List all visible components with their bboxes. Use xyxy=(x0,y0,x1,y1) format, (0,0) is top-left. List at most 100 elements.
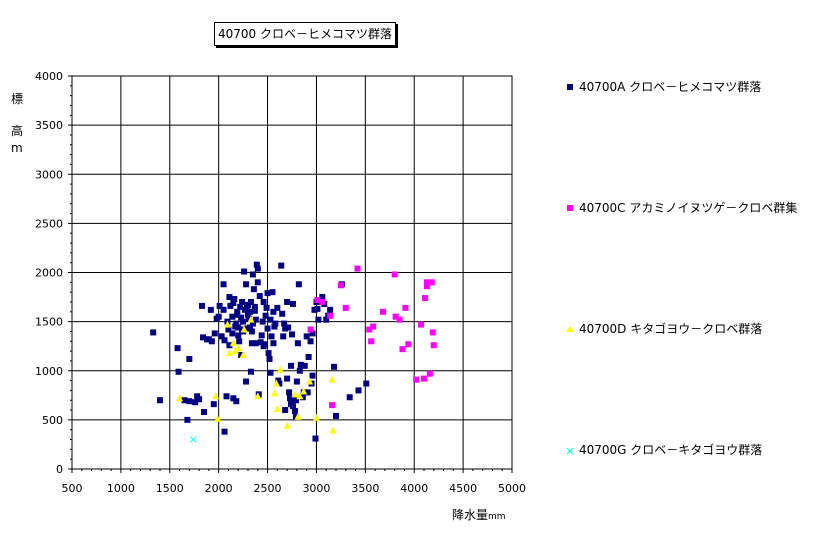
data-point xyxy=(210,401,217,408)
data-point xyxy=(243,378,250,385)
data-point xyxy=(289,300,296,307)
data-point xyxy=(423,283,430,290)
x-tick-label: 3000 xyxy=(302,482,330,495)
data-point xyxy=(366,326,373,333)
data-point xyxy=(259,318,266,325)
data-point xyxy=(301,362,308,369)
data-point xyxy=(303,333,310,340)
data-points xyxy=(150,261,437,443)
data-point xyxy=(150,329,157,336)
data-point xyxy=(234,344,242,352)
x-axis-label-text: 降水量 xyxy=(452,508,489,522)
data-point xyxy=(226,294,233,301)
y-tick-label: 0 xyxy=(56,463,63,476)
data-point xyxy=(289,331,295,338)
data-point xyxy=(176,394,184,402)
data-point xyxy=(272,379,280,387)
data-point xyxy=(226,342,233,349)
data-point xyxy=(306,377,314,385)
data-point xyxy=(235,324,242,331)
data-point xyxy=(295,281,302,288)
data-point xyxy=(181,397,188,404)
series-3 xyxy=(189,436,197,443)
data-point xyxy=(305,353,312,360)
data-point xyxy=(293,378,300,385)
data-point xyxy=(245,315,252,322)
data-point xyxy=(276,380,283,387)
data-point xyxy=(312,435,319,442)
y-tick-label: 500 xyxy=(42,414,63,427)
x-tick-label: 1000 xyxy=(107,482,135,495)
data-point xyxy=(273,405,281,413)
data-point xyxy=(229,330,236,337)
data-point xyxy=(319,294,326,301)
x-tick-label: 5000 xyxy=(498,482,526,495)
data-point xyxy=(211,330,218,337)
data-point xyxy=(282,407,289,414)
data-point xyxy=(270,389,278,397)
data-point xyxy=(329,426,337,434)
data-point xyxy=(267,316,274,323)
data-point xyxy=(342,304,349,311)
x-tick-label: 1500 xyxy=(156,482,184,495)
y-axis-label-char-3: m xyxy=(11,141,23,155)
data-point xyxy=(309,330,316,337)
data-point xyxy=(241,268,248,275)
data-point xyxy=(379,308,386,315)
data-point xyxy=(337,282,344,289)
legend-marker-a xyxy=(566,80,576,94)
data-point xyxy=(189,436,197,443)
legend-marker-d xyxy=(566,322,576,336)
data-point xyxy=(221,428,228,435)
data-point xyxy=(260,343,267,350)
series-2 xyxy=(176,315,337,434)
data-point xyxy=(246,324,253,331)
data-point xyxy=(251,307,258,314)
data-point xyxy=(258,332,265,339)
data-point xyxy=(292,397,299,404)
data-point xyxy=(254,265,261,272)
data-point xyxy=(299,394,306,401)
y-tick-label: 3000 xyxy=(35,168,63,181)
data-point xyxy=(175,368,182,375)
data-point xyxy=(268,333,275,340)
data-point xyxy=(283,421,291,429)
x-tick-label: 3500 xyxy=(351,482,379,495)
data-point xyxy=(429,329,436,336)
data-point xyxy=(248,328,255,335)
data-point xyxy=(272,320,279,327)
data-point xyxy=(363,380,370,387)
data-point xyxy=(254,392,262,400)
data-point xyxy=(314,297,321,304)
data-point xyxy=(225,326,232,333)
data-point xyxy=(405,341,412,348)
data-point xyxy=(294,340,301,347)
data-point xyxy=(237,303,244,310)
data-point xyxy=(368,338,375,345)
data-point xyxy=(423,279,430,286)
data-point xyxy=(225,349,233,357)
data-point xyxy=(291,408,298,415)
data-point xyxy=(267,369,274,376)
data-point xyxy=(291,390,299,398)
legend-label-c: 40700C アカミノイヌツゲ－クロベ群集 xyxy=(579,201,798,215)
data-point xyxy=(243,281,250,288)
data-point xyxy=(319,298,326,305)
data-point xyxy=(264,290,271,297)
data-point xyxy=(331,363,338,370)
data-point xyxy=(309,372,316,379)
x-tick-label: 2500 xyxy=(254,482,282,495)
data-point xyxy=(184,416,191,423)
data-point xyxy=(276,365,284,373)
data-point xyxy=(233,398,240,405)
data-point xyxy=(233,320,240,327)
data-point xyxy=(264,325,271,332)
data-point xyxy=(223,393,230,400)
data-point xyxy=(207,306,214,313)
data-point xyxy=(300,387,308,395)
legend-label-a: 40700A クロベ－ヒメコマツ群落 xyxy=(579,80,762,94)
data-point xyxy=(266,355,273,362)
data-point xyxy=(413,376,420,383)
data-point xyxy=(270,308,277,315)
